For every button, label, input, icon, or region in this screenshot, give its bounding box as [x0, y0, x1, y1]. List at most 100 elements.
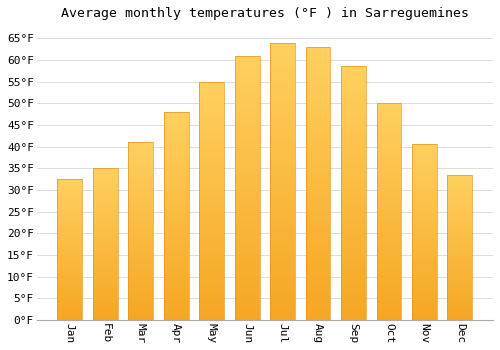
Bar — [270, 306, 295, 309]
Bar — [376, 259, 402, 261]
Bar — [306, 268, 330, 271]
Bar — [448, 284, 472, 285]
Bar — [128, 295, 153, 297]
Bar — [412, 218, 437, 220]
Bar — [412, 227, 437, 229]
Bar — [93, 256, 118, 258]
Bar — [93, 255, 118, 256]
Bar — [235, 251, 260, 254]
Bar — [270, 220, 295, 223]
Bar — [306, 145, 330, 148]
Bar — [306, 309, 330, 312]
Bar — [235, 296, 260, 299]
Bar — [128, 279, 153, 281]
Bar — [235, 138, 260, 140]
Bar — [128, 285, 153, 286]
Bar — [376, 127, 402, 129]
Bar — [448, 289, 472, 291]
Bar — [164, 229, 188, 231]
Bar — [376, 136, 402, 138]
Bar — [58, 185, 82, 186]
Bar — [235, 64, 260, 66]
Bar — [341, 69, 366, 71]
Bar — [128, 288, 153, 290]
Bar — [270, 251, 295, 253]
Bar — [164, 312, 188, 314]
Bar — [128, 270, 153, 272]
Bar — [128, 233, 153, 235]
Bar — [376, 274, 402, 277]
Bar — [376, 140, 402, 142]
Bar — [448, 240, 472, 241]
Bar — [270, 276, 295, 278]
Bar — [200, 105, 224, 108]
Bar — [376, 305, 402, 307]
Bar — [235, 317, 260, 320]
Bar — [341, 226, 366, 229]
Bar — [270, 145, 295, 148]
Bar — [448, 183, 472, 185]
Bar — [341, 224, 366, 226]
Bar — [235, 85, 260, 88]
Bar — [93, 205, 118, 206]
Bar — [376, 312, 402, 314]
Bar — [306, 47, 330, 50]
Bar — [412, 209, 437, 211]
Bar — [412, 260, 437, 262]
Bar — [235, 204, 260, 206]
Bar — [58, 262, 82, 264]
Bar — [58, 202, 82, 203]
Bar — [128, 309, 153, 311]
Bar — [200, 86, 224, 89]
Bar — [341, 234, 366, 236]
Bar — [200, 108, 224, 110]
Bar — [235, 100, 260, 103]
Bar — [200, 289, 224, 292]
Bar — [270, 317, 295, 320]
Bar — [376, 290, 402, 292]
Bar — [128, 252, 153, 254]
Bar — [164, 285, 188, 287]
Bar — [270, 106, 295, 109]
Bar — [164, 303, 188, 306]
Bar — [235, 58, 260, 61]
Bar — [58, 193, 82, 195]
Bar — [164, 301, 188, 303]
Bar — [200, 217, 224, 220]
Bar — [376, 192, 402, 194]
Bar — [270, 245, 295, 248]
Bar — [164, 239, 188, 241]
Bar — [200, 191, 224, 194]
Bar — [376, 314, 402, 316]
Bar — [164, 147, 188, 149]
Bar — [448, 231, 472, 233]
Bar — [58, 226, 82, 227]
Bar — [58, 210, 82, 211]
Bar — [306, 151, 330, 153]
Bar — [93, 212, 118, 214]
Bar — [270, 267, 295, 270]
Bar — [58, 292, 82, 293]
Bar — [200, 244, 224, 246]
Bar — [128, 187, 153, 189]
Bar — [270, 262, 295, 265]
Bar — [164, 120, 188, 122]
Bar — [412, 278, 437, 280]
Bar — [341, 287, 366, 289]
Bar — [306, 159, 330, 162]
Bar — [448, 304, 472, 306]
Bar — [412, 290, 437, 292]
Bar — [341, 94, 366, 97]
Bar — [412, 271, 437, 273]
Bar — [200, 170, 224, 172]
Bar — [58, 258, 82, 259]
Bar — [200, 287, 224, 289]
Bar — [270, 281, 295, 284]
Bar — [412, 248, 437, 250]
Bar — [200, 113, 224, 115]
Bar — [341, 153, 366, 155]
Bar — [200, 203, 224, 205]
Bar — [93, 181, 118, 182]
Bar — [58, 224, 82, 226]
Bar — [341, 71, 366, 74]
